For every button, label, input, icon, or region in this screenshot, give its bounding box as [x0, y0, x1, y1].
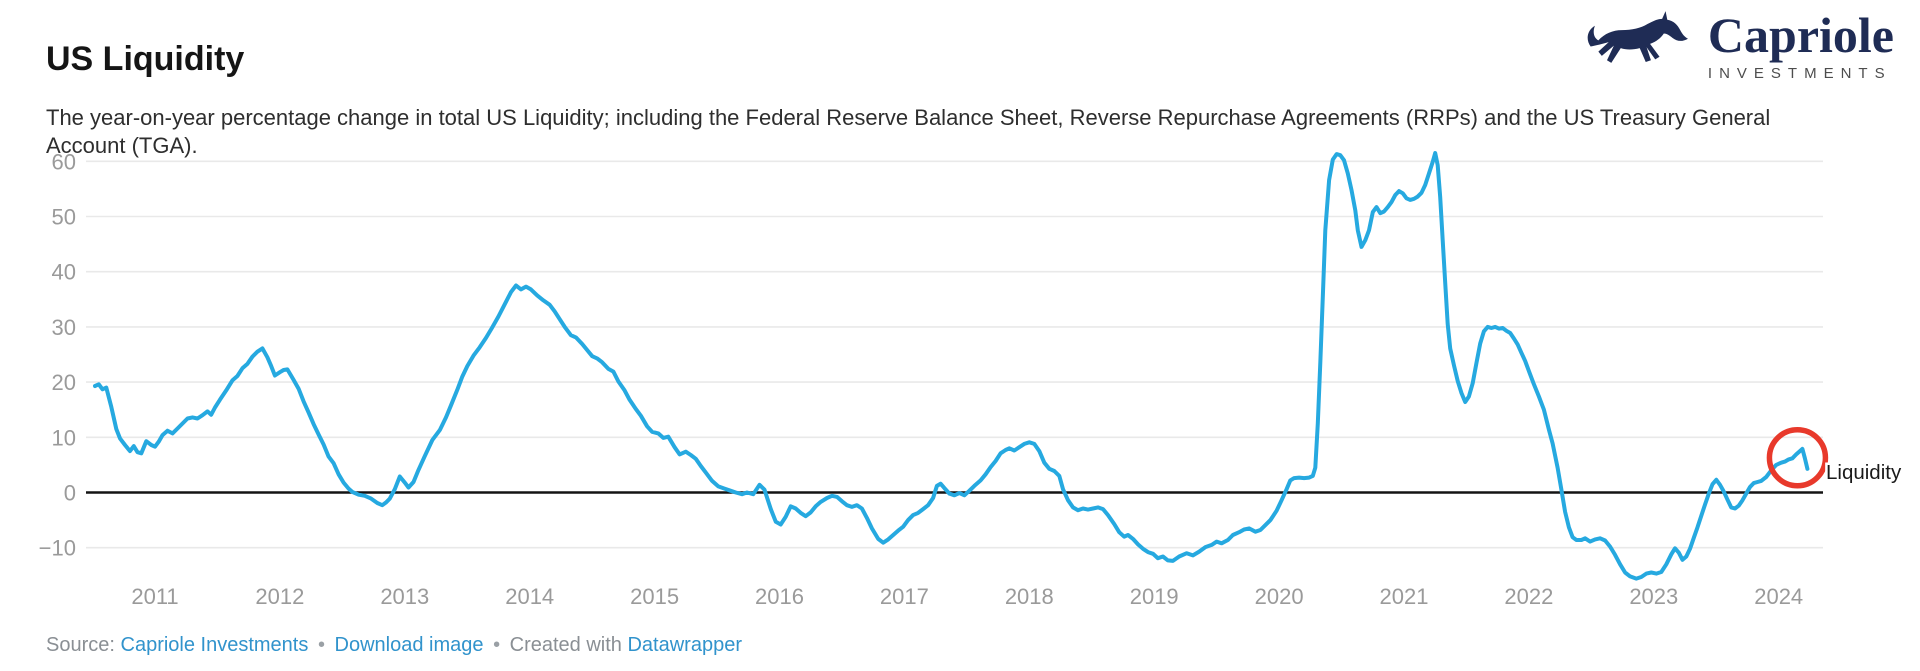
x-axis-tick-label: 2014 — [505, 584, 554, 609]
x-axis-tick-label: 2015 — [630, 584, 679, 609]
y-axis-tick-label: 60 — [52, 149, 76, 174]
y-axis-tick-label: 0 — [64, 481, 76, 506]
y-axis-tick-label: 30 — [52, 315, 76, 340]
chart-subtitle: The year-on-year percentage change in to… — [46, 105, 1771, 158]
footer-separator: • — [317, 634, 325, 656]
liquidity-series-line — [93, 151, 1810, 581]
logo-wordmark: Capriole INVESTMENTS — [1708, 9, 1894, 82]
logo-brand-name: Capriole — [1707, 7, 1894, 64]
source-label: Source: — [46, 634, 115, 656]
x-axis-tick-label: 2017 — [880, 584, 929, 609]
horse-icon — [1582, 6, 1694, 85]
created-with-label: Created with — [509, 634, 622, 656]
x-axis-tick-label: 2021 — [1380, 584, 1429, 609]
x-axis-tick-label: 2013 — [380, 584, 429, 609]
y-axis-tick-label: 10 — [52, 425, 76, 450]
logo-tagline: INVESTMENTS — [1707, 64, 1892, 82]
x-axis-tick-label: 2023 — [1629, 584, 1678, 609]
series-label-liquidity: Liquidity — [1826, 461, 1902, 484]
footer-separator: • — [493, 634, 501, 656]
page-title: US Liquidity — [46, 40, 245, 78]
x-axis-tick-label: 2011 — [131, 584, 178, 609]
highlight-circle-annotation — [1766, 426, 1829, 489]
x-axis-tick-label: 2018 — [1005, 584, 1054, 609]
capriole-logo: Capriole INVESTMENTS — [1582, 6, 1894, 85]
x-axis-tick-label: 2020 — [1255, 584, 1304, 609]
chart-footer: Source: Capriole Investments • Download … — [46, 634, 742, 657]
y-axis-tick-label: −10 — [39, 536, 76, 561]
x-axis-tick-label: 2012 — [255, 584, 304, 609]
download-image-link[interactable]: Download image — [334, 634, 484, 656]
x-axis-tick-label: 2019 — [1130, 584, 1179, 609]
source-link[interactable]: Capriole Investments — [120, 634, 309, 656]
x-axis-tick-label: 2024 — [1754, 584, 1803, 609]
x-axis-tick-label: 2022 — [1504, 584, 1553, 609]
datawrapper-link[interactable]: Datawrapper — [627, 634, 742, 656]
x-axis-tick-label: 2016 — [755, 584, 804, 609]
y-axis-tick-label: 50 — [52, 205, 76, 230]
y-axis-tick-label: 40 — [52, 260, 76, 285]
y-axis-tick-label: 20 — [52, 370, 76, 395]
